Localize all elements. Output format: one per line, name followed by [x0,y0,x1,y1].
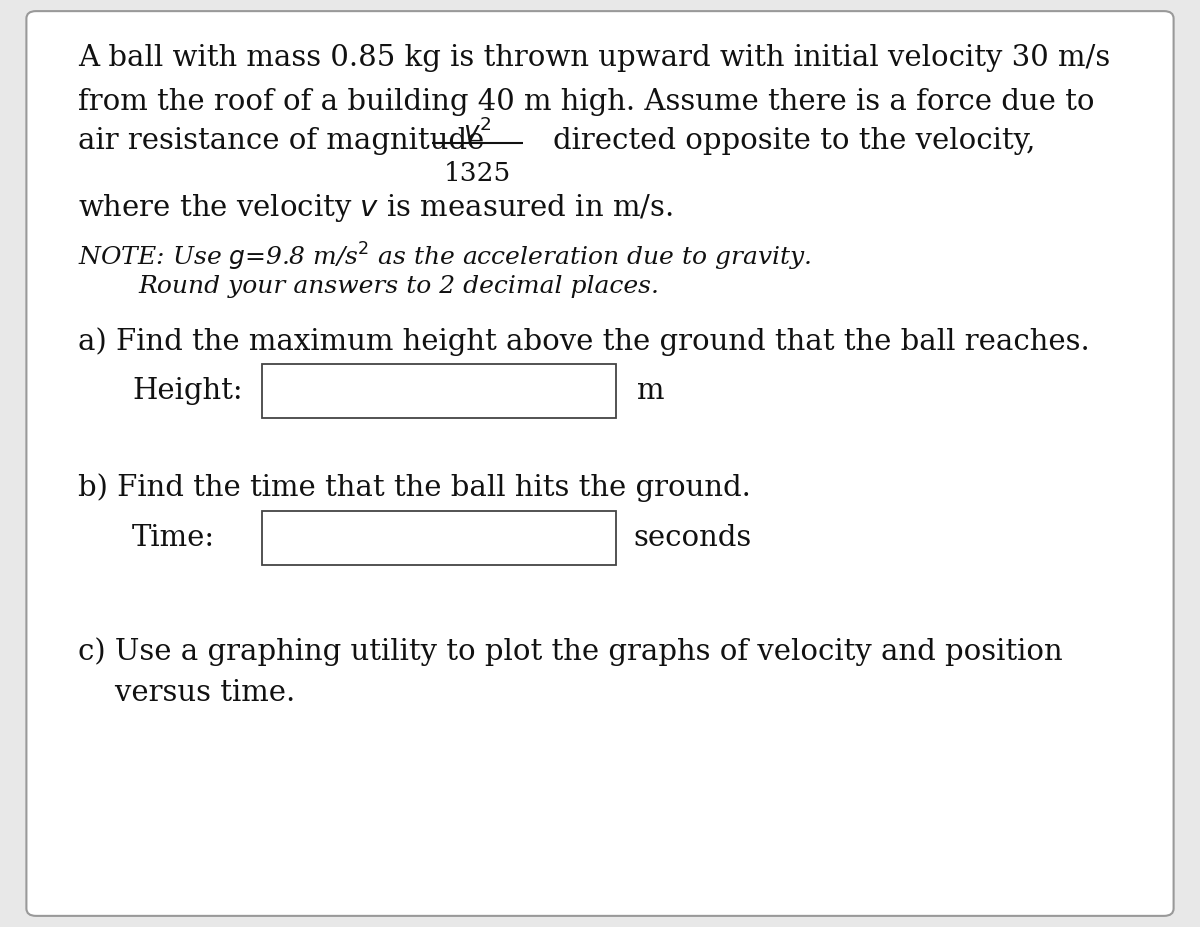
Text: NOTE: Use $g$=9.8 m/s$^2$ as the acceleration due to gravity.: NOTE: Use $g$=9.8 m/s$^2$ as the acceler… [78,241,811,273]
Text: c) Use a graphing utility to plot the graphs of velocity and position: c) Use a graphing utility to plot the gr… [78,637,1063,666]
Bar [262,511,616,565]
Text: m: m [637,377,665,405]
Text: directed opposite to the velocity,: directed opposite to the velocity, [553,127,1036,155]
Text: Height:: Height: [132,377,242,405]
Text: versus time.: versus time. [78,679,295,706]
Text: air resistance of magnitude: air resistance of magnitude [78,127,485,155]
Text: 1325: 1325 [444,161,511,186]
Text: from the roof of a building 40 m high. Assume there is a force due to: from the roof of a building 40 m high. A… [78,88,1094,116]
Text: $v^2$: $v^2$ [463,118,492,146]
Text: where the velocity $v$ is measured in m/s.: where the velocity $v$ is measured in m/… [78,192,673,224]
Bar [262,364,616,418]
Text: A ball with mass 0.85 kg is thrown upward with initial velocity 30 m/s: A ball with mass 0.85 kg is thrown upwar… [78,44,1110,72]
Text: b) Find the time that the ball hits the ground.: b) Find the time that the ball hits the … [78,473,751,502]
Text: Time:: Time: [132,524,215,552]
Text: a) Find the maximum height above the ground that the ball reaches.: a) Find the maximum height above the gro… [78,327,1090,356]
Text: Round your answers to 2 decimal places.: Round your answers to 2 decimal places. [138,275,659,298]
FancyBboxPatch shape [26,11,1174,916]
Text: seconds: seconds [634,524,752,552]
